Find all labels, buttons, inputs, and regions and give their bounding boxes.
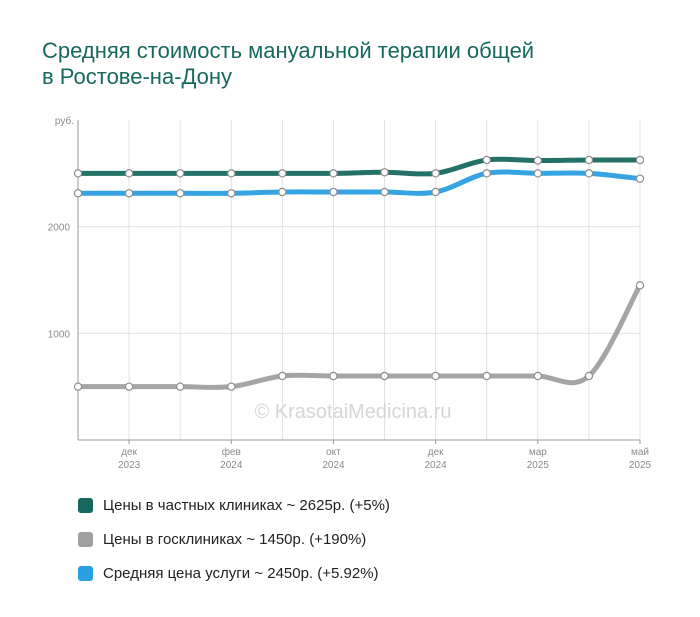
series-point-2 <box>431 187 440 197</box>
series-point-1 <box>533 371 543 381</box>
series-point-2 <box>227 189 236 198</box>
x-tick-label-month: окт <box>326 447 341 458</box>
chart-title-line-2: в Ростове-на-Дону <box>42 64 233 89</box>
chart-title-line-1: Средняя стоимость мануальной терапии общ… <box>42 38 535 63</box>
series-point-2 <box>584 169 594 178</box>
x-tick-label-year: 2023 <box>118 460 141 471</box>
series-point-0 <box>278 169 287 178</box>
x-tick-label-year: 2024 <box>322 460 345 471</box>
x-tick-label-month: дек <box>428 447 444 458</box>
series-point-1 <box>584 371 594 381</box>
series-point-0 <box>431 169 440 178</box>
series-point-2 <box>73 189 83 198</box>
series-point-0 <box>124 169 134 178</box>
series-point-0 <box>482 155 491 165</box>
legend-swatch-private <box>78 497 93 513</box>
series-point-2 <box>329 187 338 197</box>
legend-item-public[interactable]: Цены в госклиниках ~ 1450р. (+190%) <box>78 522 390 556</box>
x-tick-label-year: 2024 <box>425 460 448 471</box>
series-point-2 <box>533 169 543 178</box>
y-axis-unit-label: руб. <box>55 115 74 127</box>
legend-item-private[interactable]: Цены в частных клиниках ~ 2625р. (+5%) <box>78 488 390 522</box>
legend-label-private: Цены в частных клиниках ~ 2625р. (+5%) <box>103 496 390 514</box>
series-point-0 <box>227 169 236 178</box>
series-point-1 <box>227 382 236 391</box>
series-point-2 <box>278 187 287 197</box>
series-point-2 <box>482 169 491 178</box>
legend-label-public: Цены в госклиниках ~ 1450р. (+190%) <box>103 530 367 548</box>
series-point-1 <box>482 371 491 381</box>
series-point-1 <box>635 281 645 290</box>
series-point-0 <box>329 169 338 178</box>
legend-swatch-average <box>78 565 93 581</box>
legend-label-average: Средняя цена услуги ~ 2450р. (+5.92%) <box>103 564 379 582</box>
series-point-0 <box>533 156 543 165</box>
series-point-1 <box>329 371 338 381</box>
legend-swatch-public <box>78 531 93 547</box>
series-point-0 <box>380 168 389 177</box>
x-tick-label-year: 2025 <box>629 460 652 471</box>
x-tick-label-month: май <box>631 447 649 458</box>
y-tick-label: 2000 <box>48 223 71 234</box>
series-point-2 <box>175 189 185 198</box>
y-tick-label: 1000 <box>48 329 71 340</box>
series-point-2 <box>380 187 389 197</box>
series-point-0 <box>175 169 185 178</box>
series-line-2 <box>75 169 643 196</box>
x-tick-label-year: 2024 <box>220 460 243 471</box>
x-tick-label-month: фев <box>222 446 241 458</box>
series-line-0 <box>75 156 643 177</box>
series-point-0 <box>635 155 645 165</box>
series-line-1 <box>75 282 643 390</box>
x-tick-label-month: дек <box>121 447 137 458</box>
series-point-2 <box>635 174 645 183</box>
series-point-1 <box>124 382 134 391</box>
legend-item-average[interactable]: Средняя цена услуги ~ 2450р. (+5.92%) <box>78 556 390 590</box>
legend: Цены в частных клиниках ~ 2625р. (+5%) Ц… <box>78 488 390 590</box>
series-point-1 <box>278 371 287 381</box>
x-tick-label-month: мар <box>529 447 547 458</box>
series-point-1 <box>175 382 185 391</box>
series-point-1 <box>380 371 389 381</box>
watermark-text: © KrasotaiMedicina.ru <box>254 401 451 423</box>
series-point-0 <box>73 169 83 178</box>
series-point-2 <box>124 189 134 198</box>
series-point-1 <box>431 371 440 381</box>
series-point-0 <box>584 155 594 165</box>
chart-title: Средняя стоимость мануальной терапии общ… <box>42 38 662 90</box>
series-point-1 <box>73 382 83 391</box>
x-tick-label-year: 2025 <box>527 460 550 471</box>
